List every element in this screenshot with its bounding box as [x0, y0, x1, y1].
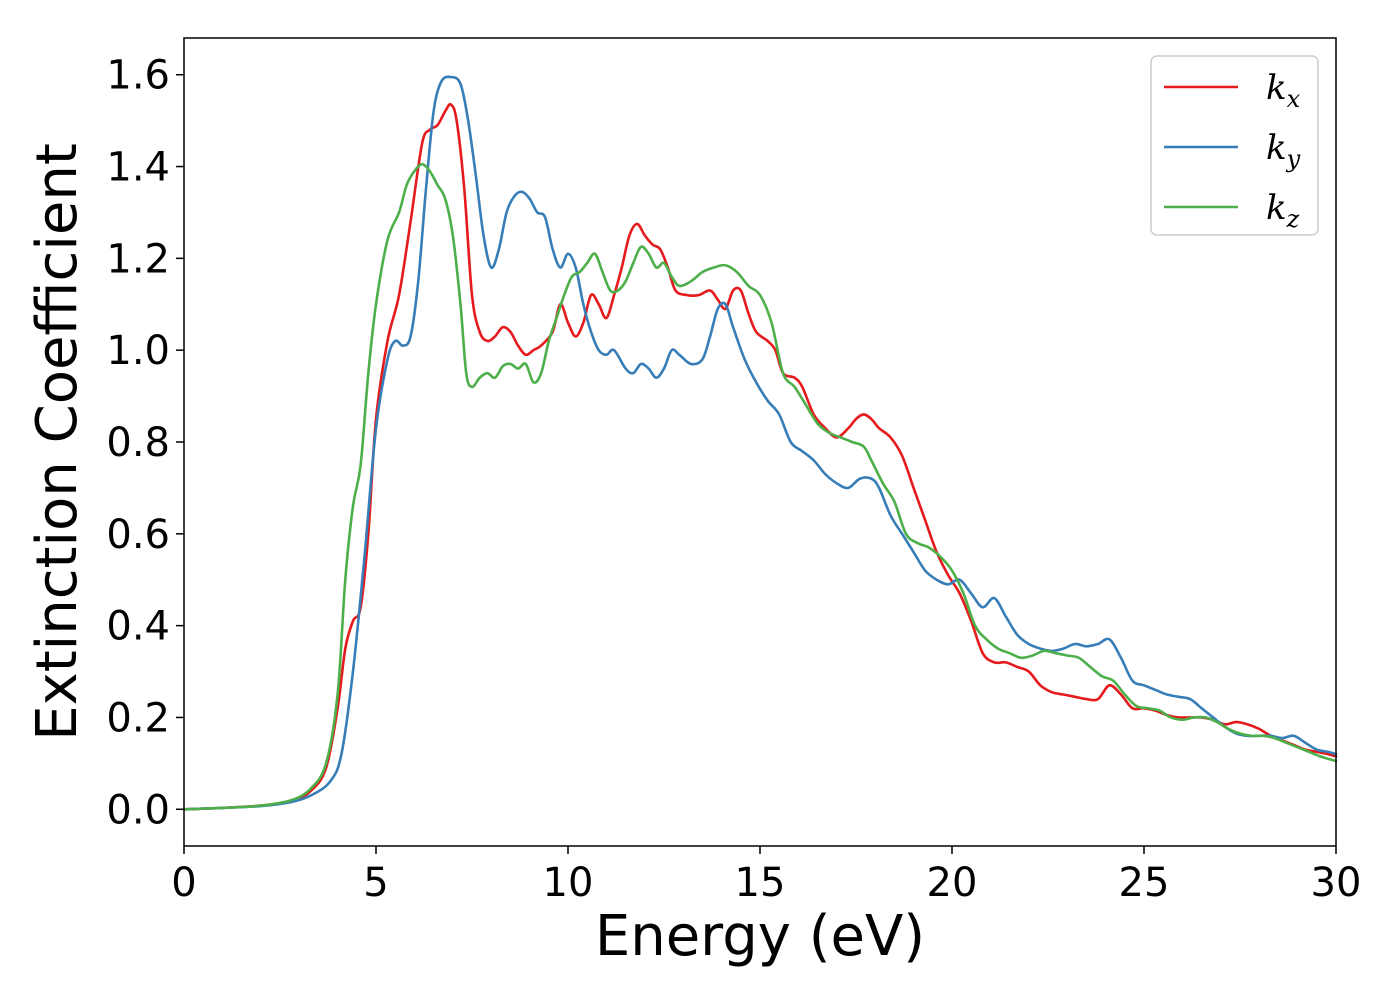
- y-tick-label: 0.0: [106, 787, 170, 833]
- x-tick-label: 15: [735, 860, 786, 906]
- x-tick-label: 10: [543, 860, 594, 906]
- legend-label-y: ky: [1266, 128, 1301, 173]
- x-tick-label: 5: [363, 860, 388, 906]
- y-tick-label: 1.4: [106, 145, 170, 191]
- y-tick-label: 0.8: [106, 420, 170, 466]
- series-line-x: [182, 102, 1338, 811]
- x-tick-label: 30: [1311, 860, 1362, 906]
- series-line-y: [182, 75, 1338, 811]
- y-tick-label: 1.6: [106, 53, 170, 99]
- series-layer: [182, 75, 1338, 811]
- legend-label-x: kx: [1266, 68, 1301, 113]
- x-tick-label: 25: [1119, 860, 1170, 906]
- y-tick-label: 1.2: [106, 236, 170, 282]
- y-tick-label: 1.0: [106, 328, 170, 374]
- legend-box: [1150, 55, 1319, 236]
- x-axis-label: Energy (eV): [595, 904, 925, 969]
- y-tick-label: 0.2: [106, 695, 170, 741]
- x-tick-label: 20: [927, 860, 978, 906]
- ticks-layer: 0 5 10 15 20 25 30 0.0 0.2 0.4 0.6 0.8 1.0 1.2 1.4 1.6: [106, 53, 1361, 906]
- legend-label-z: kz: [1266, 188, 1300, 233]
- y-tick-label: 0.4: [106, 604, 170, 650]
- legend-items: kx ky kz: [1164, 68, 1301, 233]
- x-tick-label: 0: [171, 860, 196, 906]
- legend: kx ky kz: [1150, 55, 1319, 236]
- y-tick-label: 0.6: [106, 512, 170, 558]
- y-axis-label: Extinction Coefficient: [25, 143, 90, 741]
- series-line-z: [182, 162, 1338, 811]
